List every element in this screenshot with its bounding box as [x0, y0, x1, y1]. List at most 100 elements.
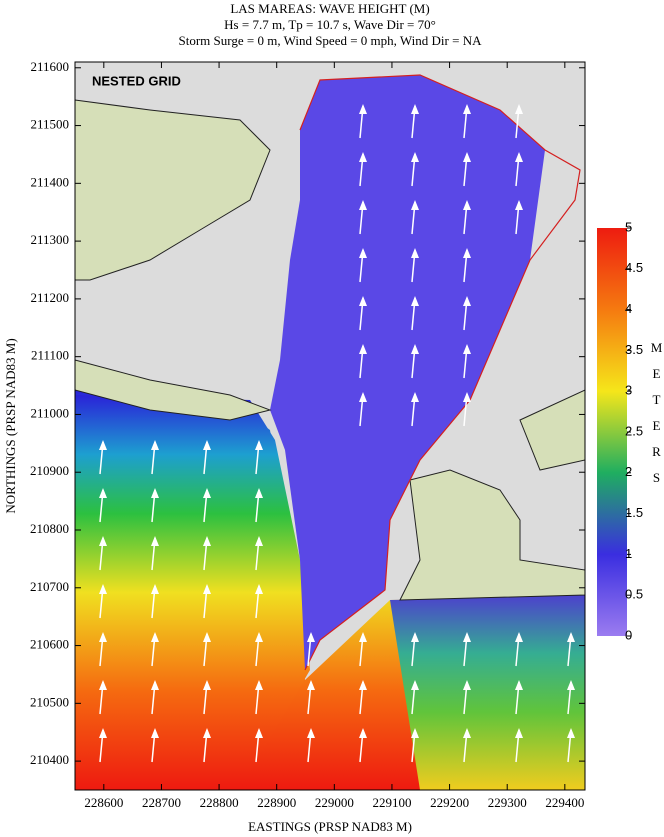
y-tick-label: 211500 [30, 117, 69, 132]
wave-arrow-head [515, 152, 523, 162]
wave-arrow-head [255, 632, 263, 642]
x-tick-label: 229400 [545, 795, 584, 810]
chart-title: LAS MAREAS: WAVE HEIGHT (M) [230, 1, 429, 16]
wave-arrow-head [411, 680, 419, 690]
x-tick-label: 229000 [315, 795, 354, 810]
map-field [74, 61, 586, 791]
wave-arrow-head [255, 728, 263, 738]
wave-arrow-head [255, 536, 263, 546]
y-tick-label: 210500 [30, 694, 69, 709]
colorbar-tick-label: 3 [625, 383, 632, 398]
colorbar-tick-label: 4.5 [625, 260, 643, 275]
land-patch [74, 359, 272, 421]
colorbar-tick-label: 0.5 [625, 587, 643, 602]
wave-arrow-head [463, 248, 471, 258]
wave-arrow-head [515, 104, 523, 114]
wave-arrow-head [515, 632, 523, 642]
y-tick-label: 210800 [30, 521, 69, 536]
y-tick-label: 211100 [31, 348, 69, 363]
wave-arrow-head [151, 584, 159, 594]
wave-arrow-head [411, 728, 419, 738]
wave-arrow-head [359, 344, 367, 354]
wave-arrow-head [203, 488, 211, 498]
plot-frame [74, 61, 586, 791]
wave-arrow-head [203, 536, 211, 546]
wave-arrow-head [463, 296, 471, 306]
shoreline [299, 74, 581, 671]
wave-arrow-head [463, 728, 471, 738]
colorbar [597, 228, 627, 636]
wave-arrow-head [359, 680, 367, 690]
wave-arrow-head [515, 200, 523, 210]
wave-arrow-head [203, 680, 211, 690]
wave-arrow-head [567, 632, 575, 642]
colorbar-tick-label: 4 [625, 301, 632, 316]
wave-arrow-head [203, 728, 211, 738]
chart-subtitle: Hs = 7.7 m, Tp = 10.7 s, Wave Dir = 70° [224, 17, 436, 32]
wave-arrow-head [359, 200, 367, 210]
wave-arrow-head [411, 200, 419, 210]
ocean-east [390, 595, 585, 790]
wave-arrow-head [203, 440, 211, 450]
x-tick-label: 228800 [200, 795, 239, 810]
wave-arrow-head [99, 536, 107, 546]
land-patch [74, 99, 271, 281]
wave-arrow-head [411, 632, 419, 642]
wave-arrow-head [99, 632, 107, 642]
wave-arrow-head [359, 728, 367, 738]
wave-arrow-head [203, 632, 211, 642]
colorbar-tick-label: 1 [625, 546, 632, 561]
colorbar-tick-label: 2.5 [625, 423, 643, 438]
colorbar-tick-label: 3.5 [625, 342, 643, 357]
y-tick-label: 210400 [30, 752, 69, 767]
wave-arrow-head [307, 728, 315, 738]
wave-arrow-head [255, 584, 263, 594]
x-tick-label: 228900 [257, 795, 296, 810]
wave-arrow-head [515, 680, 523, 690]
wave-arrow-head [307, 680, 315, 690]
wave-arrow-head [463, 344, 471, 354]
wave-arrow-head [99, 728, 107, 738]
y-tick-label: 211200 [30, 290, 69, 305]
annotation: NESTED GRID [92, 73, 181, 88]
wave-arrow-head [359, 296, 367, 306]
wave-arrow-head [151, 440, 159, 450]
wave-arrow-head [411, 296, 419, 306]
wave-arrow-head [359, 632, 367, 642]
wave-arrow-head [151, 728, 159, 738]
wave-arrow-head [463, 152, 471, 162]
x-tick-label: 229100 [372, 795, 411, 810]
wave-arrow-head [151, 680, 159, 690]
y-tick-label: 210700 [30, 579, 69, 594]
chart-subtitle: Storm Surge = 0 m, Wind Speed = 0 mph, W… [179, 33, 483, 48]
x-tick-label: 228700 [142, 795, 181, 810]
lagoon [270, 75, 545, 670]
wave-arrow-head [567, 728, 575, 738]
wave-arrow-head [359, 152, 367, 162]
wave-arrow-head [99, 680, 107, 690]
colorbar-tick-label: 2 [625, 464, 632, 479]
wave-arrow-head [411, 248, 419, 258]
x-axis-label: EASTINGS (PRSP NAD83 M) [248, 819, 412, 834]
wave-arrow-head [307, 632, 315, 642]
x-tick-label: 229200 [430, 795, 469, 810]
colorbar-tick-label: 5 [625, 219, 632, 234]
wave-arrow-head [359, 248, 367, 258]
colorbar-tick-label: 1.5 [625, 505, 643, 520]
wave-arrows [99, 104, 575, 763]
wave-arrow-head [463, 632, 471, 642]
wave-arrow-head [411, 152, 419, 162]
wave-arrow-head [203, 584, 211, 594]
wave-arrow-head [359, 104, 367, 114]
y-axis-label: NORTHINGS (PRSP NAD83 M) [3, 338, 18, 513]
wave-arrow-head [411, 392, 419, 402]
x-tick-label: 229300 [488, 795, 527, 810]
wave-arrow-head [151, 488, 159, 498]
wave-arrow-head [463, 392, 471, 402]
wave-arrow-head [151, 632, 159, 642]
ocean-west [75, 395, 310, 790]
y-tick-label: 210900 [30, 463, 69, 478]
y-tick-label: 211400 [30, 174, 69, 189]
